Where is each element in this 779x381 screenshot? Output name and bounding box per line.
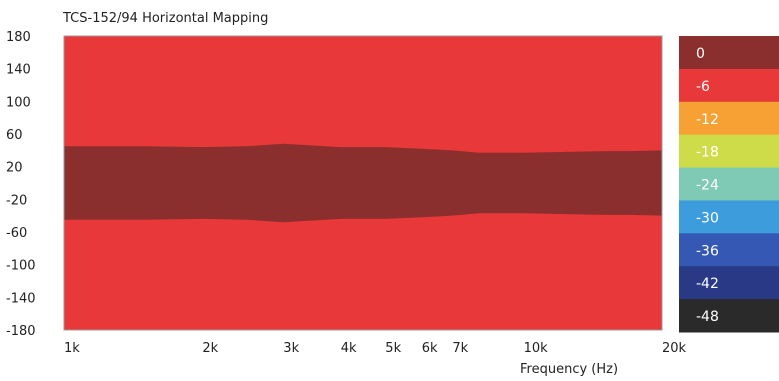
legend-swatch — [679, 200, 779, 234]
y-tick-label: -100 — [6, 259, 36, 274]
legend-label: -36 — [696, 243, 719, 259]
x-tick-label: 5k — [385, 341, 401, 356]
y-tick-label: 60 — [6, 128, 23, 143]
y-tick-label: 20 — [6, 161, 23, 176]
band-lower--6dB — [64, 213, 662, 330]
legend-swatch — [679, 167, 779, 201]
band-upper--6dB — [64, 36, 662, 153]
legend-swatch — [679, 233, 779, 267]
y-tick-label: 100 — [6, 95, 31, 110]
legend-label: -6 — [696, 79, 710, 95]
x-tick-label: 10k — [524, 341, 549, 356]
color-legend: 0 -6 -12 -18 -24 -30 -36 -42 -48 — [679, 36, 779, 333]
x-tick-label: 7k — [452, 341, 468, 356]
heatmap-plot-area — [63, 35, 663, 331]
legend-swatch — [679, 299, 779, 333]
y-tick-label: -140 — [6, 291, 36, 306]
y-tick-label: 180 — [6, 30, 31, 45]
chart-title: TCS-152/94 Horizontal Mapping — [62, 11, 268, 26]
x-tick-label: 4k — [341, 341, 357, 356]
legend-label: -48 — [696, 309, 719, 325]
y-tick-label: -20 — [6, 193, 27, 208]
legend-swatch — [679, 134, 779, 169]
y-tick-label: -180 — [6, 324, 36, 339]
plot-frame — [63, 35, 663, 331]
legend-label: -30 — [696, 210, 719, 226]
x-tick-label: 6k — [422, 341, 438, 356]
x-tick-label: 1k — [64, 341, 80, 356]
legend-swatch — [679, 68, 779, 103]
legend-label: 0 — [696, 46, 705, 62]
legend-label: -12 — [696, 112, 719, 128]
x-tick-label: 20k — [662, 341, 687, 356]
y-axis-ticks: 180 140 100 60 20 -20 -60 -100 -140 -180 — [6, 30, 36, 339]
x-tick-label: 3k — [283, 341, 299, 356]
y-tick-label: 140 — [6, 63, 31, 78]
legend-swatch — [679, 36, 779, 70]
legend-swatch — [679, 101, 779, 136]
legend-swatch — [679, 266, 779, 300]
x-tick-label: 2k — [202, 341, 218, 356]
legend-label: -42 — [696, 276, 719, 292]
x-axis-ticks: 1k 2k 3k 4k 5k 6k 7k 10k 20k — [64, 341, 687, 356]
x-axis-label: Frequency (Hz) — [520, 362, 618, 377]
legend-label: -18 — [696, 145, 719, 161]
y-tick-label: -60 — [6, 226, 27, 241]
legend-label: -24 — [696, 178, 719, 194]
